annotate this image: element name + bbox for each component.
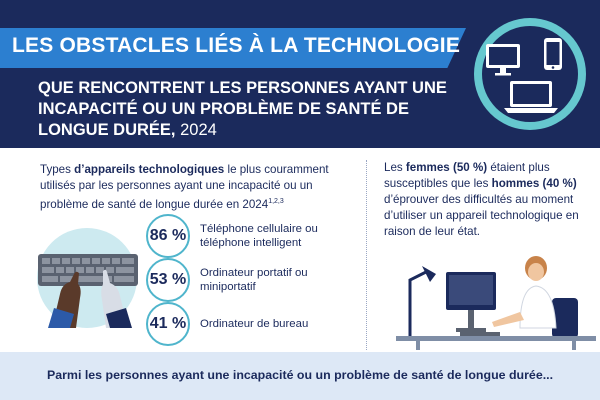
intro-text-2: le plus couramment utilisés par les pers… [40,163,329,211]
stat-percent-circle: 41 % [146,302,190,346]
intro-footnote-ref: 1,2,3 [268,198,284,205]
gender-text-3: d’éprouver des difficultés au moment d’u… [384,193,579,238]
stat-row-phone: 86 % Téléphone cellulaire ou téléphone i… [146,214,350,258]
subtitle-year: 2024 [175,121,217,139]
stat-percent-circle: 53 % [146,258,190,302]
keyboard-hands-illustration [38,254,138,328]
title-band [0,28,466,68]
devices-icons [486,38,562,113]
men-stat: hommes (40 %) [491,177,577,190]
women-stat: femmes (50 %) [405,161,488,174]
stat-label: Téléphone cellulaire ou téléphone intell… [200,223,318,249]
stat-label: Ordinateur de bureau [200,318,309,330]
subtitle-main: QUE RENCONTRENT LES PERSONNES AYANT UNE … [38,79,447,139]
footer-text: Parmi les personnes ayant une incapacité… [46,368,554,382]
intro-text-1: Types [40,163,75,176]
intro-bold: d’appareils technologiques [74,163,225,176]
stat-row-desktop: 41 % Ordinateur de bureau [146,302,350,346]
devices-intro-text: Types d’appareils technologiques le plus… [40,162,358,213]
page-subtitle: QUE RENCONTRENT LES PERSONNES AYANT UNE … [38,78,468,141]
stat-percent-circle: 86 % [146,214,190,258]
gender-text-2: étaient plus susceptibles que les [384,161,550,190]
stat-label: Ordinateur portatif ou miniportatif [200,267,308,293]
stat-row-laptop: 53 % Ordinateur portatif ou miniportatif [146,258,350,302]
gender-text-1: Les [384,161,406,174]
page-title: LES OBSTACLES LIÉS À LA TECHNOLOGIE [12,34,461,57]
desktop-monitor-icon [486,44,520,76]
footer-band [0,352,600,400]
gender-comparison-text: Les femmes (50 %) étaient plus susceptib… [384,160,594,240]
smartphone-icon [544,38,562,70]
column-divider [366,160,367,350]
woman-at-computer-illustration [396,256,596,350]
laptop-icon [504,81,558,113]
